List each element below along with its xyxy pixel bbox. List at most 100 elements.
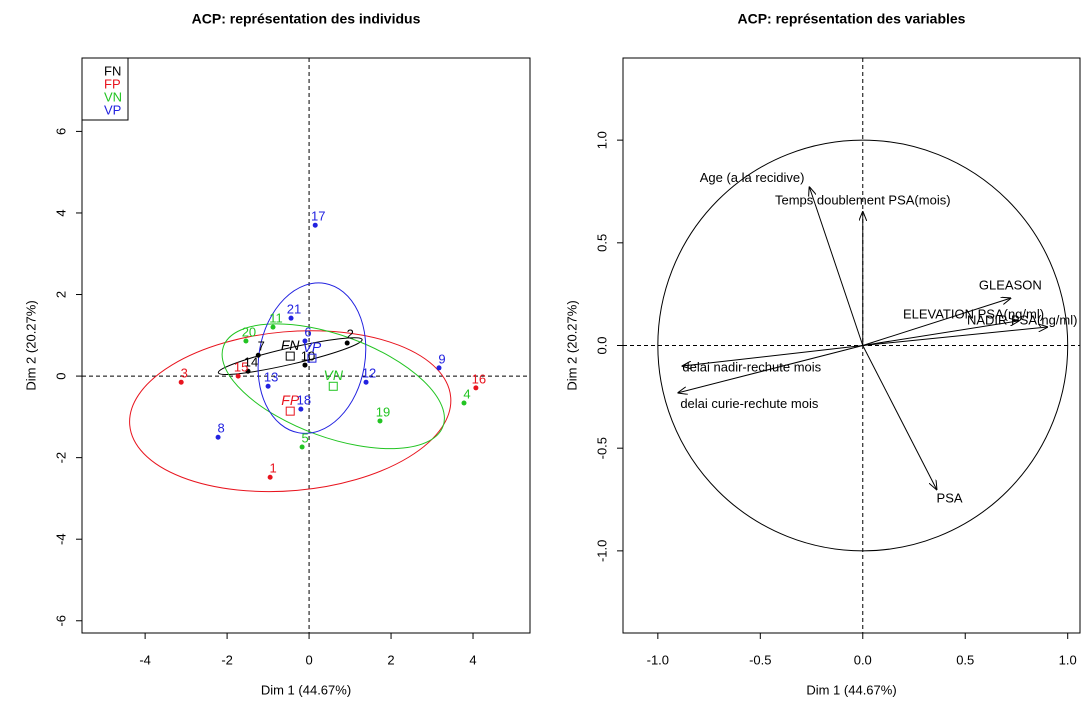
point xyxy=(302,362,308,368)
point-label: 20 xyxy=(242,324,256,339)
y-tick-label: 0.0 xyxy=(594,336,609,354)
vector-label: Temps doublement PSA(mois) xyxy=(775,192,951,207)
point-label: 7 xyxy=(258,339,265,354)
point xyxy=(312,222,318,228)
y-tick-label: 2 xyxy=(53,291,68,298)
x-tick-label: -2 xyxy=(221,652,233,667)
point-label: 9 xyxy=(438,351,445,366)
y-tick-label: -4 xyxy=(53,533,68,545)
point xyxy=(377,418,383,424)
vector-arrow xyxy=(678,345,863,393)
vector-arrow xyxy=(862,321,1019,346)
point-label: 8 xyxy=(217,421,224,436)
point-label: 19 xyxy=(376,404,390,419)
point xyxy=(235,373,241,379)
point xyxy=(298,406,304,412)
point-label: 4 xyxy=(463,386,470,401)
point-label: 1 xyxy=(270,461,277,476)
centroid xyxy=(285,406,295,416)
legend-entry: VP xyxy=(104,102,121,117)
vector-arrow xyxy=(682,345,863,367)
point xyxy=(344,340,350,346)
point-label: 14 xyxy=(244,355,258,370)
point xyxy=(215,434,221,440)
point-label: 5 xyxy=(301,430,308,445)
vector-label: PSA xyxy=(937,491,963,506)
vector-label: GLEASON xyxy=(979,278,1042,293)
point xyxy=(243,338,249,344)
unit-circle xyxy=(657,139,1069,552)
x-axis-label: Dim 1 (44.67%) xyxy=(261,682,351,697)
x-tick-label: 0.0 xyxy=(854,652,872,667)
centroid-label: VP xyxy=(303,339,322,355)
vector-label: delai curie-rechute mois xyxy=(680,396,819,411)
x-tick-label: 0 xyxy=(305,652,312,667)
point-label: 16 xyxy=(472,371,486,386)
chart-title: ACP: représentation des individus xyxy=(192,11,421,27)
point-label: 21 xyxy=(287,302,301,317)
point xyxy=(461,400,467,406)
centroid-label: VN xyxy=(324,367,344,383)
point-label: 12 xyxy=(362,366,376,381)
x-tick-label: -0.5 xyxy=(749,652,771,667)
point xyxy=(255,352,261,358)
point-label: 6 xyxy=(304,324,311,339)
point xyxy=(245,368,251,374)
vector-arrow xyxy=(809,187,864,346)
chart-title: ACP: représentation des variables xyxy=(738,11,966,27)
legend-entry: VN xyxy=(104,89,122,104)
vector-arrow xyxy=(862,345,937,490)
vector-label: Age (a la recidive) xyxy=(700,170,805,185)
confidence-ellipse xyxy=(217,337,363,376)
point-label: 2 xyxy=(347,326,354,341)
y-tick-label: 0.5 xyxy=(594,234,609,252)
vector-arrow xyxy=(862,327,1047,346)
point-label: 3 xyxy=(181,366,188,381)
point xyxy=(178,379,184,385)
point xyxy=(363,379,369,385)
x-tick-label: 2 xyxy=(387,652,394,667)
point xyxy=(299,444,305,450)
legend-box xyxy=(81,57,129,121)
centroid xyxy=(328,381,338,391)
confidence-ellipse xyxy=(129,330,452,493)
legend-entry: FN xyxy=(104,63,121,78)
y-tick-label: -1.0 xyxy=(594,540,609,562)
point-label: 11 xyxy=(269,311,283,326)
x-tick-label: 1.0 xyxy=(1059,652,1077,667)
x-tick-label: -4 xyxy=(139,652,151,667)
y-tick-label: -0.5 xyxy=(594,437,609,459)
vector-label: ELEVATION PSA(ng/ml) xyxy=(903,306,1044,321)
point-label: 13 xyxy=(264,370,278,385)
confidence-ellipse xyxy=(257,282,367,434)
y-axis-label: Dim 2 (20.27%) xyxy=(23,300,38,390)
point-label: 15 xyxy=(234,360,248,375)
x-tick-label: 0.5 xyxy=(956,652,974,667)
point xyxy=(270,324,276,330)
centroid-label: FP xyxy=(281,392,300,408)
ellipses xyxy=(129,282,452,493)
centroid xyxy=(285,351,295,361)
point xyxy=(473,385,479,391)
x-tick-label: 4 xyxy=(469,652,476,667)
point xyxy=(267,474,273,480)
y-tick-label: 4 xyxy=(53,209,68,216)
y-axis-label: Dim 2 (20.27%) xyxy=(564,300,579,390)
legend-entry: FP xyxy=(104,76,121,91)
point-label: 18 xyxy=(297,393,311,408)
point xyxy=(436,365,442,371)
vector-label: NADIR PSA(ng/ml) xyxy=(967,312,1078,327)
point xyxy=(265,383,271,389)
centroid-label: FN xyxy=(281,337,301,353)
vector-label: delai nadir-rechute mois xyxy=(682,359,821,374)
centroid xyxy=(307,353,317,363)
y-tick-label: 0 xyxy=(53,372,68,379)
y-tick-label: -6 xyxy=(53,615,68,627)
point-label: 17 xyxy=(311,209,325,224)
y-tick-label: 1.0 xyxy=(594,131,609,149)
x-axis-label: Dim 1 (44.67%) xyxy=(806,682,896,697)
y-tick-label: -2 xyxy=(53,452,68,464)
confidence-ellipse xyxy=(221,323,445,450)
x-tick-label: -1.0 xyxy=(647,652,669,667)
